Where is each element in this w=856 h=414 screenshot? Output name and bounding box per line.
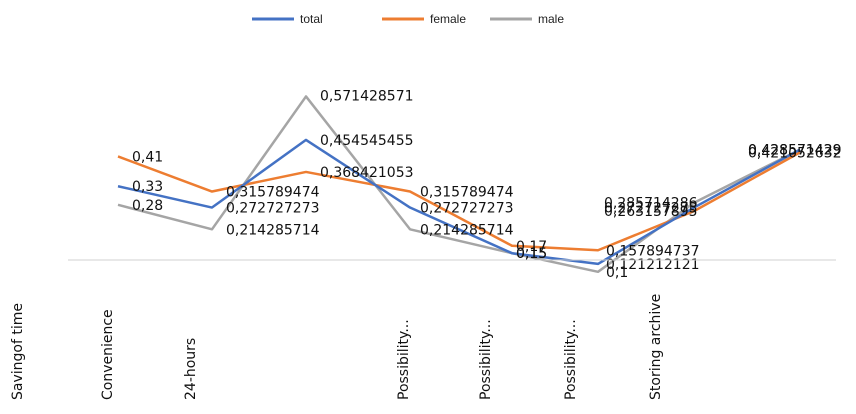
data-label-male-5: 0,1 [606,265,628,281]
legend-label-total: total [300,12,323,26]
data-label-total-7: 0,428571429 [748,143,842,159]
data-label-male-4: 0,15 [516,246,547,262]
data-label-female-0: 0,41 [132,149,163,165]
legend: total female male [252,12,564,26]
data-label-female-5: 0,157894737 [606,243,700,259]
data-label-total-4: 0,15 [516,246,547,262]
data-label-female-7: 0,421052632 [748,145,842,161]
data-label-male-1: 0,214285714 [226,222,320,238]
data-label-female-4: 0,17 [516,239,547,255]
data-label-male-6: 0,285714286 [604,196,698,212]
data-label-female-1: 0,315789474 [226,185,320,201]
data-label-total-5: 0,121212121 [606,257,700,273]
x-tick-label-6: Possibility... [563,319,579,400]
x-tick-label-1: Convenience [100,309,116,400]
data-label-female-6: 0,263157895 [604,204,698,220]
plot-area: 0,33 0,272727273 0,454545455 0,272727273 0,1… [117,88,842,281]
data-label-female-2: 0,368421053 [320,165,414,181]
x-axis-ticks: Savingof time Convenience 24-hours Possibil… [10,294,664,400]
x-tick-label-4: Possibility... [396,319,412,400]
legend-label-male: male [538,12,564,26]
data-label-total-6: 0,272727273 [604,201,698,217]
data-label-male-0: 0,28 [132,198,163,214]
x-tick-label-7: Storing archive [648,294,664,400]
data-label-total-2: 0,454545455 [320,133,414,149]
x-tick-label-5: Possibility... [478,319,494,400]
data-label-total-1: 0,272727273 [226,201,320,217]
data-label-male-2: 0,571428571 [320,88,414,104]
data-label-male-7: 0,428571429 [748,143,842,159]
data-label-female-3: 0,315789474 [420,185,514,201]
x-tick-label-0: Savingof time [10,303,26,400]
series-line-male [117,95,801,274]
legend-label-female: female [430,12,466,26]
data-label-total-3: 0,272727273 [420,201,514,217]
series-line-total [117,138,801,266]
data-label-male-3: 0,214285714 [420,222,514,238]
data-label-total-0: 0,33 [132,179,163,195]
x-tick-label-2: 24-hours [183,338,199,400]
